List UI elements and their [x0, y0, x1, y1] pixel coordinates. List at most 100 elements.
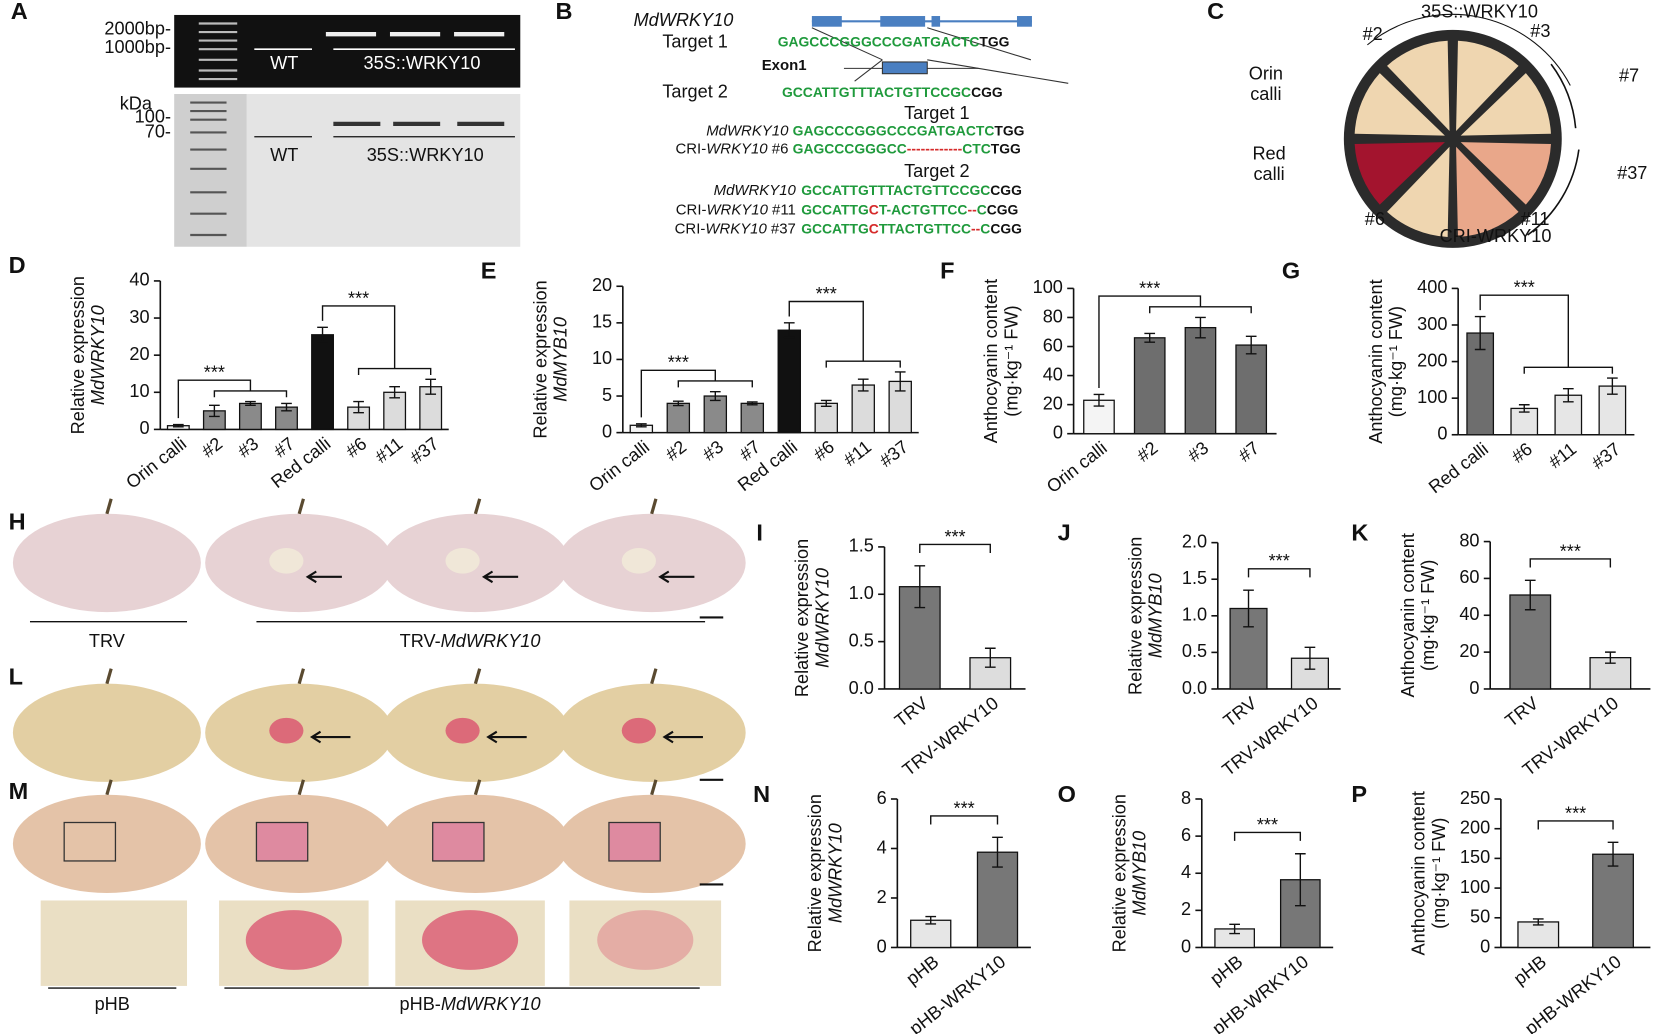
y-tick-label: 0: [1053, 422, 1063, 442]
error-bar: [925, 915, 937, 925]
y-axis-label: MdWRKY10: [88, 305, 108, 405]
panel-letter: M: [9, 778, 29, 804]
label-part: TRV-: [400, 631, 441, 651]
stem: [105, 779, 113, 796]
error-bar: [635, 423, 647, 428]
stem: [473, 668, 482, 685]
fruit-photos: [12, 498, 746, 986]
apple: [12, 794, 201, 893]
y-tick-label: 15: [592, 312, 612, 332]
stem: [297, 498, 305, 515]
x-tick-label: pHB: [1206, 951, 1246, 988]
sequence-part: C: [869, 220, 879, 236]
sequence-part: GCCATTGTTTACTGTTCCGC: [801, 182, 990, 198]
y-tick-label: 40: [1459, 604, 1479, 624]
name-part: MdWRKY10: [714, 182, 797, 199]
line-label: #3: [1530, 21, 1550, 41]
gel-panel: 2000bp- 1000bp- WT 35S::WRKY10 kDa 100- …: [104, 14, 521, 247]
y-tick-label: 20: [1459, 641, 1479, 661]
infiltration-spot: [445, 717, 480, 744]
marker-label: 2000bp-: [104, 19, 171, 39]
x-tick-label: #2: [662, 437, 690, 465]
bar: [851, 384, 875, 434]
sequence-part: GCCATTGTTTACTGTTCCGC: [782, 84, 971, 100]
callus: [1387, 146, 1450, 238]
agarose-gel: [174, 14, 521, 88]
ladder: [198, 22, 238, 81]
error-bar: [1474, 315, 1486, 351]
panel-letter: A: [11, 0, 28, 24]
infiltration-spot: [445, 547, 480, 574]
sequence-part: CGG: [990, 182, 1022, 198]
unit-label: kDa: [120, 93, 153, 113]
error-bar: [389, 386, 400, 399]
significance-bracket: [919, 543, 991, 554]
y-tick-label: 10: [592, 348, 612, 368]
zoom-spot: [597, 910, 694, 970]
x-tick-label: #3: [234, 433, 262, 461]
sequence-part: TGG: [991, 140, 1021, 156]
error-bar: [1304, 646, 1316, 670]
infiltration-spot: [269, 547, 304, 574]
arrow: [309, 730, 351, 744]
calli-label: calli: [1250, 84, 1281, 104]
y-tick-label: 0.5: [849, 630, 874, 650]
zoom-box: [255, 821, 309, 862]
significance-label: ***: [1514, 278, 1535, 298]
zoom-photo: [40, 900, 188, 986]
x-tick-label: #3: [1184, 438, 1212, 466]
sequence-part: CGG: [987, 201, 1019, 217]
y-axis-label: Anthocyanin content: [981, 279, 1001, 443]
zoom-box: [63, 821, 117, 862]
y-axis-label: MdWRKY10: [812, 568, 832, 668]
callus: [1354, 73, 1445, 136]
bar: [666, 402, 691, 434]
y-tick-label: 2: [1181, 899, 1191, 919]
error-bar: [1532, 918, 1544, 926]
sequence-part: TGG: [979, 33, 1009, 49]
gene-label: MdWRKY10: [634, 10, 734, 30]
bar: [1133, 337, 1166, 435]
exon-label: Exon1: [762, 57, 807, 74]
y-tick-label: 6: [1181, 825, 1191, 845]
significance-label: ***: [668, 353, 689, 373]
arrow: [305, 570, 342, 584]
calli-label: Orin: [1249, 64, 1283, 84]
sequence-part: --: [967, 201, 977, 217]
zoom-photo: [569, 900, 722, 986]
sequence-part: TGG: [994, 122, 1024, 138]
sequence: GCCATTGTTTACTGTTCCGCCGG: [782, 84, 1003, 100]
x-tick-label: #2: [198, 433, 226, 461]
sequence-part: GAGCCCGGGCC: [793, 140, 907, 156]
y-tick-label: 200: [1460, 817, 1490, 837]
error-bar: [1229, 923, 1240, 935]
y-tick-label: 4: [1181, 862, 1191, 882]
y-tick-label: 80: [1043, 306, 1063, 326]
y-axis-label: MdWRKY10: [825, 823, 845, 923]
callus: [1460, 142, 1551, 205]
error-bar: [1518, 404, 1530, 413]
arrow: [658, 570, 695, 584]
significance-bracket: [1247, 568, 1311, 578]
y-tick-label: 100: [1033, 277, 1063, 297]
error-bar: [783, 322, 795, 339]
error-bar: [1607, 377, 1618, 395]
name-part: #6: [768, 140, 789, 157]
line-label: #6: [1365, 209, 1385, 229]
panel-letter: I: [756, 519, 763, 545]
infiltration-spot: [621, 717, 656, 744]
panel-letter: H: [9, 509, 26, 535]
y-tick-label: 50: [1470, 907, 1490, 927]
group-label: 35S::WRKY10: [1421, 2, 1538, 22]
sequence-part: GCCATTG: [801, 201, 869, 217]
error-bar: [672, 400, 684, 407]
bar: [1235, 344, 1268, 435]
error-bar: [820, 399, 832, 407]
zoom-spot: [422, 910, 519, 970]
sequence: GCCATTGCTTACTGTTCC--CCGG: [801, 220, 1022, 236]
y-tick-label: 0: [1437, 424, 1447, 444]
y-tick-label: 20: [129, 344, 149, 364]
error-bar: [984, 647, 996, 668]
sequence: GAGCCCGGGCCCGATGACTCTGG: [778, 33, 1010, 49]
